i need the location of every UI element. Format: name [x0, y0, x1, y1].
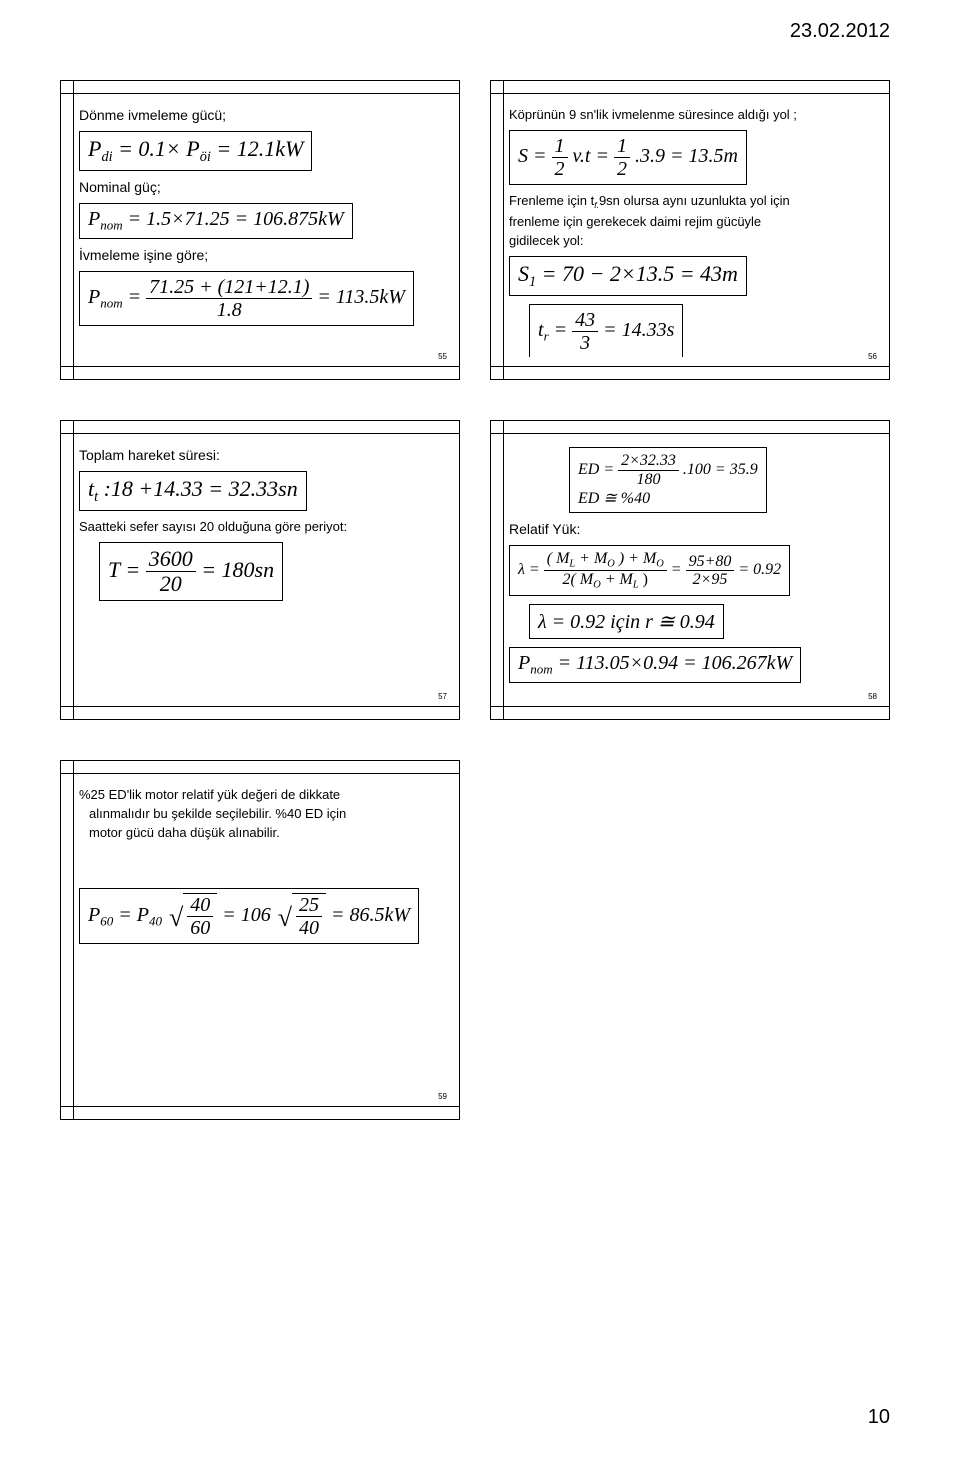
equation: λ = 0.92 için r ≅ 0.94: [538, 611, 715, 633]
text: Dönme ivmeleme gücü;: [79, 107, 449, 123]
equation: Pnom = 71.25 + (121+12.1)1.8 = 113.5kW: [88, 286, 405, 308]
slide-number: 56: [868, 352, 877, 361]
equation: λ = ( ML + MO ) + MO 2( MO + ML ) = 95+8…: [518, 561, 781, 578]
text: frenleme için gerekecek daimi rejim gücü…: [509, 214, 879, 229]
slide-row-2: Toplam hareket süresi: tt :18 +14.33 = 3…: [60, 420, 900, 720]
text: %25 ED'lik motor relatif yük değeri de d…: [79, 787, 449, 802]
slide-row-1: Dönme ivmeleme gücü; Pdi = 0.1× Pöi = 12…: [60, 80, 900, 380]
slide-number: 55: [438, 352, 447, 361]
equation: S1 = 70 − 2×13.5 = 43m: [518, 261, 738, 286]
page-number: 10: [868, 1406, 890, 1429]
equation: Pnom = 113.05×0.94 = 106.267kW: [518, 652, 792, 674]
equation: Pdi = 0.1× Pöi = 12.1kW: [88, 136, 303, 161]
equation: T = 360020 = 180sn: [108, 557, 274, 582]
slide-number: 57: [438, 692, 447, 701]
text: Toplam hareket süresi:: [79, 447, 449, 463]
slide-58: ED = 2×32.33180 .100 = 35.9 ED ≅ %40 Rel…: [490, 420, 890, 720]
text: alınmalıdır bu şekilde seçilebilir. %40 …: [89, 806, 449, 821]
page-date: 23.02.2012: [790, 20, 890, 43]
equation: tt :18 +14.33 = 32.33sn: [88, 476, 298, 501]
slide-number: 58: [868, 692, 877, 701]
empty-slot: [490, 760, 890, 1120]
text: Köprünün 9 sn'lik ivmelenme süresince al…: [509, 107, 879, 122]
equation: Pnom = 1.5×71.25 = 106.875kW: [88, 208, 344, 230]
equation: tr = 433 = 14.33s: [538, 319, 674, 341]
equation: P60 = P40 4060 = 106 2540 = 86.5kW: [88, 904, 410, 926]
text: Saatteki sefer sayısı 20 olduğuna göre p…: [79, 519, 449, 534]
slide-57: Toplam hareket süresi: tt :18 +14.33 = 3…: [60, 420, 460, 720]
text: Relatif Yük:: [509, 521, 879, 537]
text: motor gücü daha düşük alınabilir.: [89, 825, 449, 840]
slide-56: Köprünün 9 sn'lik ivmelenme süresince al…: [490, 80, 890, 380]
slide-55: Dönme ivmeleme gücü; Pdi = 0.1× Pöi = 12…: [60, 80, 460, 380]
text: Frenleme için tf.9sn olursa aynı uzunluk…: [509, 193, 879, 210]
text: İvmeleme işine göre;: [79, 247, 449, 263]
text: gidilecek yol:: [509, 233, 879, 248]
slide-row-3: %25 ED'lik motor relatif yük değeri de d…: [60, 760, 900, 1120]
equation: S = 12 v.t = 12 .3.9 = 13.5m: [518, 145, 738, 167]
slide-59: %25 ED'lik motor relatif yük değeri de d…: [60, 760, 460, 1120]
slide-number: 59: [438, 1092, 447, 1101]
equation: ED = 2×32.33180 .100 = 35.9 ED ≅ %40: [578, 461, 758, 507]
text: Nominal güç;: [79, 179, 449, 195]
